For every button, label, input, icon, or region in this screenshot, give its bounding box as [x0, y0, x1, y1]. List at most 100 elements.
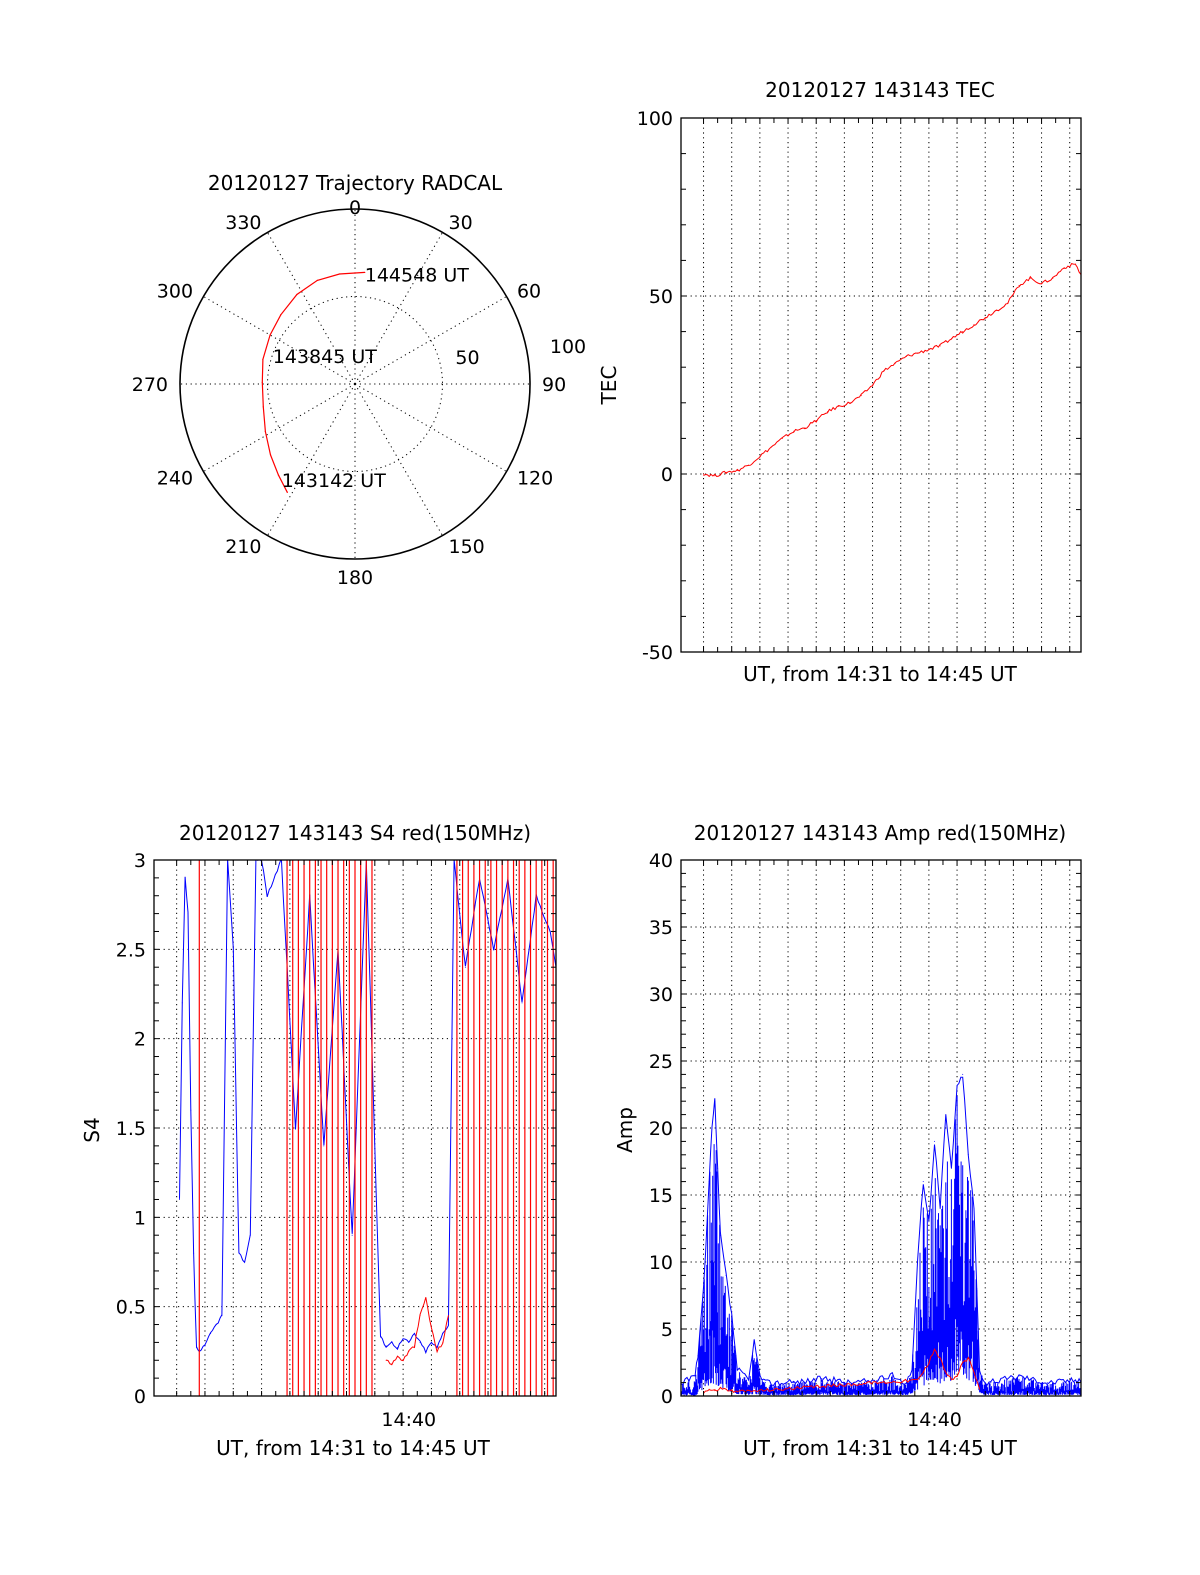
amp-series-blue-point [967, 1154, 969, 1156]
amp-series-red-point [950, 1379, 952, 1381]
polar-trajectory-point [280, 314, 282, 316]
s4-series-red-point [425, 1297, 427, 1299]
polar-azimuth-label: 90 [542, 374, 566, 396]
tec-series-tec-point [804, 427, 806, 429]
amp-xtick-label: 14:40 [907, 1409, 962, 1431]
s4-series-blue-point [249, 1234, 251, 1236]
tec-series-tec-point [838, 405, 840, 407]
polar-time-annotation: 143142 UT [282, 470, 386, 492]
amp-series-blue-point [1074, 1379, 1076, 1381]
s4-series-blue-point [521, 1002, 523, 1004]
tec-series-tec-point [928, 348, 930, 350]
tec-series-tec-point [781, 437, 783, 439]
amp-series-blue-point [719, 1234, 721, 1236]
tec-series-tec-point [1063, 267, 1065, 269]
amp-series-blue-point [984, 1382, 986, 1384]
polar-spoke-240 [203, 383, 356, 472]
tec-series-tec-point [1041, 283, 1043, 285]
s4-series-red-point [402, 1359, 404, 1361]
amp-series-blue-point [703, 1288, 705, 1290]
amp-series-blue-point [1046, 1382, 1048, 1384]
amp-ytick-label: 5 [661, 1319, 673, 1341]
polar-time-annotation: 144548 UT [365, 264, 469, 286]
s4-series-red-point [408, 1350, 410, 1352]
polar-spoke-300 [203, 296, 356, 385]
tec-title: 20120127 143143 TEC [765, 78, 995, 102]
amp-series-red-point [967, 1357, 969, 1359]
amp-series-blue-point [911, 1368, 913, 1370]
s4-series-blue-point [181, 1002, 183, 1004]
amp-series-blue-point [976, 1288, 978, 1290]
tec-series-tec-point [1007, 302, 1009, 304]
tec-series-tec-point [759, 455, 761, 457]
polar-time-annotation: 143845 UT [273, 346, 377, 368]
amp-series-red-point [956, 1375, 958, 1377]
polar-trajectory-point [261, 381, 263, 383]
amp-series-red-point [714, 1390, 716, 1392]
tec-series-tec-point [1074, 263, 1076, 265]
polar-trajectory-point [269, 454, 272, 456]
amp-series-blue-point [950, 1167, 952, 1169]
s4-panel: 20120127 143143 S4 red(150MHz) UT, from … [80, 821, 557, 1460]
s4-series-blue-point [385, 1345, 387, 1347]
amp-series-red-line [703, 1348, 981, 1394]
amp-series-blue-point [877, 1379, 879, 1381]
polar-spoke-120 [354, 383, 507, 472]
s4-ytick-label: 3 [134, 850, 146, 872]
s4-series-blue-point [425, 1350, 427, 1352]
tec-ytick-label: -50 [642, 642, 673, 664]
amp-series-red-point [934, 1348, 936, 1350]
amp-series-blue-point [979, 1368, 981, 1370]
s4-series-red-point [447, 1315, 449, 1317]
amp-ytick-label: 0 [661, 1386, 673, 1408]
s4-series-blue-point [391, 1341, 393, 1343]
tec-series-tec-point [939, 345, 941, 347]
amp-series-red-point [917, 1379, 919, 1381]
s4-series-red-point [442, 1341, 444, 1343]
amp-series-red-point [725, 1388, 727, 1390]
tec-series-tec-point [826, 411, 828, 413]
s4-series-red-point [430, 1327, 432, 1329]
polar-spoke-330 [267, 232, 356, 385]
s4-ytick-label: 0.5 [116, 1297, 146, 1319]
polar-azimuth-label: 270 [132, 374, 168, 396]
s4-ytick-label: 1 [134, 1207, 146, 1229]
tec-series-layer [703, 263, 1081, 478]
amp-series-blue-point [708, 1181, 710, 1183]
polar-trajectory-line [261, 271, 365, 493]
s4-series-red-point [385, 1359, 387, 1361]
polar-spoke-210 [267, 383, 356, 536]
amp-series-red-point [962, 1362, 964, 1363]
tec-series-tec-point [714, 475, 716, 477]
amp-series-blue-point [934, 1140, 936, 1142]
amp-series-red-point [973, 1371, 975, 1373]
tec-panel: 20120127 143143 TEC UT, from 14:31 to 14… [597, 78, 1082, 686]
polar-azimuth-label: 330 [225, 212, 261, 234]
tec-plot-frame [680, 117, 1082, 653]
polar-azimuth-label: 210 [225, 536, 261, 558]
s4-series-blue-point [184, 877, 186, 879]
amp-series-blue-point [891, 1375, 893, 1377]
amp-panel: 20120127 143143 Amp red(150MHz) UT, from… [613, 821, 1082, 1460]
tec-series-tec-point [883, 370, 885, 372]
tec-series-tec-point [860, 395, 862, 397]
amp-series-red-point [708, 1388, 710, 1390]
amp-series-red-point [928, 1362, 930, 1363]
s4-series-blue-point [464, 966, 466, 968]
polar-azimuth-label: 30 [449, 212, 473, 234]
s4-series-blue-point [413, 1332, 415, 1334]
amp-series-blue-point [922, 1181, 924, 1183]
s4-series-blue-point [493, 948, 495, 950]
tec-ylabel: TEC [597, 366, 621, 406]
s4-title: 20120127 143143 S4 red(150MHz) [179, 821, 531, 845]
tec-series-tec-point [917, 352, 919, 354]
polar-trajectory-point [296, 293, 298, 296]
s4-series-blue-point [396, 1347, 398, 1349]
polar-azimuth-label: 0 [349, 197, 361, 219]
s4-series-blue-point [436, 1347, 438, 1349]
tec-series-tec-point [736, 469, 738, 471]
s4-ylabel: S4 [80, 1117, 104, 1142]
polar-radial-label: 50 [455, 347, 479, 369]
tec-series-tec-point [995, 309, 997, 311]
amp-ytick-label: 30 [649, 984, 673, 1006]
